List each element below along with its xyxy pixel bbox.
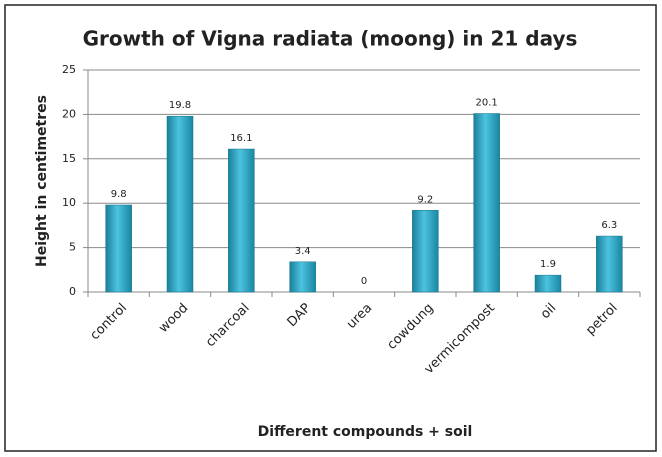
bar bbox=[289, 261, 316, 293]
bar bbox=[228, 148, 255, 293]
data-label: 0 bbox=[361, 276, 367, 287]
y-tick-label: 10 bbox=[62, 196, 76, 209]
chart-title: Growth of Vigna radiata (moong) in 21 da… bbox=[83, 27, 578, 51]
chart-frame bbox=[4, 4, 657, 452]
bar bbox=[473, 113, 500, 293]
bar bbox=[105, 204, 132, 293]
bar bbox=[596, 235, 623, 293]
bar bbox=[166, 115, 194, 293]
y-tick-label: 5 bbox=[69, 241, 76, 254]
y-tick-label: 15 bbox=[62, 152, 76, 165]
x-axis-label: Different compounds + soil bbox=[258, 424, 473, 440]
data-label: 9.8 bbox=[111, 189, 127, 200]
data-label: 9.2 bbox=[417, 194, 433, 205]
data-label: 6.3 bbox=[601, 220, 617, 231]
data-label: 16.1 bbox=[230, 133, 252, 144]
data-label: 19.8 bbox=[169, 100, 191, 111]
y-axis-label: Height in centimetres bbox=[34, 95, 50, 267]
bar bbox=[412, 210, 439, 293]
bar bbox=[534, 274, 562, 293]
data-label: 20.1 bbox=[476, 98, 498, 109]
y-tick-label: 20 bbox=[62, 107, 76, 120]
y-tick-label: 25 bbox=[62, 63, 76, 76]
data-label: 3.4 bbox=[295, 246, 311, 257]
y-tick-label: 0 bbox=[69, 285, 76, 298]
data-label: 1.9 bbox=[540, 259, 556, 270]
